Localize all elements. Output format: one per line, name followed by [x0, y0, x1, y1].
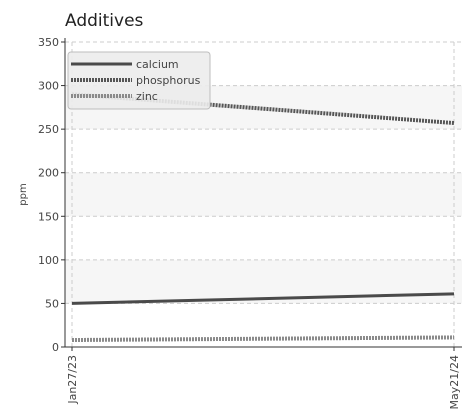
- plot-band: [65, 172, 462, 217]
- y-tick-label: 250: [38, 123, 59, 136]
- y-tick-label: 150: [38, 210, 59, 223]
- y-tick-label: 50: [45, 297, 59, 310]
- plot-band: [65, 259, 462, 304]
- legend-box: [67, 51, 211, 110]
- x-tick-label: May21/24: [448, 355, 461, 409]
- y-tick-label: 350: [38, 36, 59, 49]
- legend-label-calcium: calcium: [136, 58, 179, 71]
- series-line-zinc: [71, 335, 455, 343]
- y-tick-label: 200: [38, 167, 59, 180]
- legend-label-zinc: zinc: [136, 90, 158, 103]
- x-tick-label: Jan27/23: [66, 355, 79, 405]
- chart-title: Additives: [65, 11, 144, 31]
- legend-label-phosphorus: phosphorus: [136, 74, 201, 87]
- series-line-calcium: [71, 292, 455, 305]
- y-tick-label: 100: [38, 254, 59, 267]
- y-tick-label: 0: [52, 341, 59, 354]
- y-tick-label: 300: [38, 80, 59, 93]
- y-axis-label: ppm: [18, 183, 29, 205]
